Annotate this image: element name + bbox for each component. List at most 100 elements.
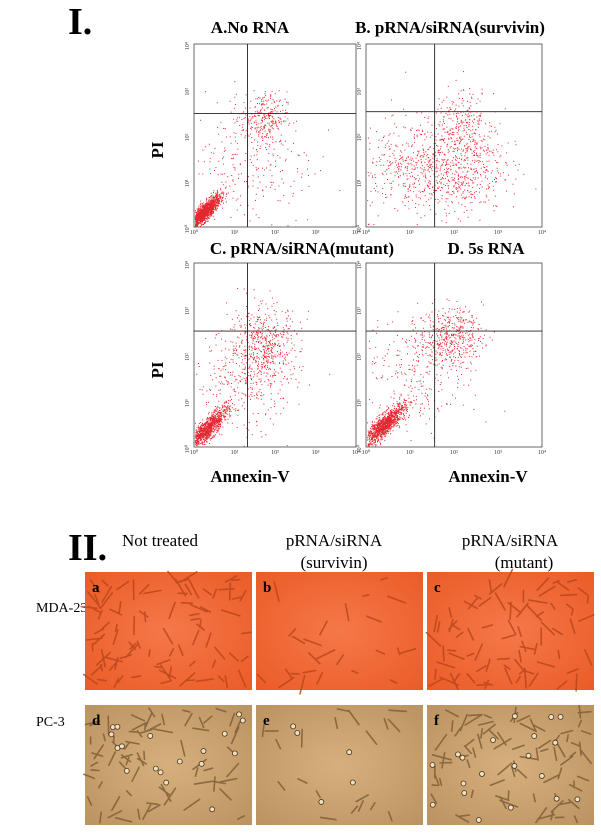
plot-title: D. 5s RNA — [448, 239, 526, 258]
column-header: (mutant) — [495, 553, 554, 572]
round-cell — [455, 751, 461, 758]
plot-frame — [365, 43, 543, 228]
image-letter: c — [434, 580, 441, 596]
round-cell — [548, 714, 555, 720]
round-cell — [119, 743, 125, 750]
y-tick-label: 10⁴ — [185, 261, 191, 269]
y-tick-label: 10³ — [185, 88, 191, 96]
x-tick-label: 10³ — [312, 230, 320, 236]
plot-frame — [365, 262, 543, 448]
y-tick-label: 10³ — [357, 88, 363, 96]
micrograph — [256, 705, 423, 825]
y-tick-label: 10¹ — [357, 179, 363, 187]
panel-label: II. — [68, 527, 107, 569]
round-cell — [176, 758, 183, 765]
x-tick-label: 10⁴ — [352, 230, 360, 236]
round-cell — [198, 760, 205, 767]
x-tick-label: 10⁴ — [538, 230, 546, 236]
plot-frame — [193, 262, 357, 448]
x-tick-label: 10⁴ — [538, 450, 546, 456]
panel-label: I. — [68, 1, 92, 43]
round-cell — [114, 723, 121, 730]
image-letter: e — [263, 713, 270, 729]
x-tick-label: 10¹ — [231, 450, 239, 456]
y-tick-label: 10² — [185, 133, 191, 141]
round-cell — [525, 752, 532, 759]
round-cell — [294, 730, 301, 736]
cells — [80, 570, 252, 689]
round-cell — [346, 749, 353, 756]
image-letter: f — [434, 713, 440, 729]
micrograph — [256, 572, 423, 690]
x-axis-label: Annexin-V — [448, 467, 528, 486]
round-cell — [479, 771, 485, 777]
round-cell — [429, 761, 436, 768]
round-cell — [538, 773, 545, 779]
round-cell — [475, 817, 482, 823]
round-cell — [163, 779, 170, 786]
y-tick-label: 10² — [357, 133, 363, 141]
x-tick-label: 10² — [271, 450, 279, 456]
round-cell — [239, 717, 246, 724]
round-cell — [290, 723, 297, 730]
micrograph — [85, 705, 252, 825]
column-header: (survivin) — [300, 553, 367, 572]
round-cell — [429, 801, 436, 808]
plot-title: A.No RNA — [211, 18, 290, 37]
image-letter: b — [263, 580, 271, 596]
y-tick-label: 10¹ — [357, 399, 363, 407]
image-letter: d — [92, 713, 101, 729]
x-tick-label: 10¹ — [231, 230, 239, 236]
y-tick-label: 10⁰ — [184, 444, 191, 453]
y-tick-label: 10⁰ — [356, 444, 363, 453]
cells — [83, 707, 245, 824]
round-cell — [552, 739, 559, 746]
column-header: pRNA/siRNA — [462, 531, 559, 550]
x-tick-label: 10⁴ — [352, 450, 360, 456]
round-cell — [574, 796, 581, 803]
scatter-dots — [367, 71, 537, 226]
round-cell — [157, 769, 164, 776]
y-tick-label: 10⁴ — [357, 261, 363, 269]
round-cell — [511, 763, 518, 769]
x-tick-label: 10⁰ — [362, 229, 371, 236]
x-tick-label: 10⁰ — [190, 229, 199, 236]
round-cell — [531, 733, 538, 740]
round-cell — [511, 713, 518, 720]
round-cell — [461, 790, 468, 796]
round-cell — [318, 799, 325, 805]
x-tick-label: 10¹ — [406, 230, 414, 236]
cells — [256, 577, 417, 695]
y-axis-label: PI — [148, 361, 167, 378]
x-tick-label: 10⁰ — [362, 449, 371, 456]
round-cell — [152, 765, 159, 772]
x-tick-label: 10² — [271, 230, 279, 236]
round-cell — [490, 737, 496, 744]
y-tick-label: 10³ — [185, 307, 191, 315]
round-cell — [221, 730, 228, 737]
round-cell — [200, 748, 207, 754]
y-tick-label: 10⁰ — [356, 224, 363, 233]
micrograph — [427, 572, 594, 690]
plot-title: B. pRNA/siRNA(survivin) — [355, 18, 545, 37]
round-cell — [108, 731, 115, 738]
round-cell — [553, 795, 560, 802]
row-label: MDA-231 — [36, 601, 94, 616]
x-tick-label: 10¹ — [406, 450, 414, 456]
y-tick-label: 10² — [185, 353, 191, 361]
y-axis-label: PI — [148, 141, 167, 158]
round-cell — [460, 780, 467, 787]
y-tick-label: 10¹ — [185, 399, 191, 407]
y-tick-label: 10⁴ — [357, 42, 363, 50]
scatter-dots — [194, 288, 331, 447]
y-tick-label: 10² — [357, 353, 363, 361]
round-cell — [557, 713, 564, 720]
x-tick-label: 10³ — [494, 450, 502, 456]
x-tick-label: 10² — [450, 450, 458, 456]
y-tick-label: 10⁰ — [184, 224, 191, 233]
round-cell — [236, 711, 242, 718]
y-tick-label: 10³ — [357, 307, 363, 315]
round-cell — [231, 750, 238, 757]
